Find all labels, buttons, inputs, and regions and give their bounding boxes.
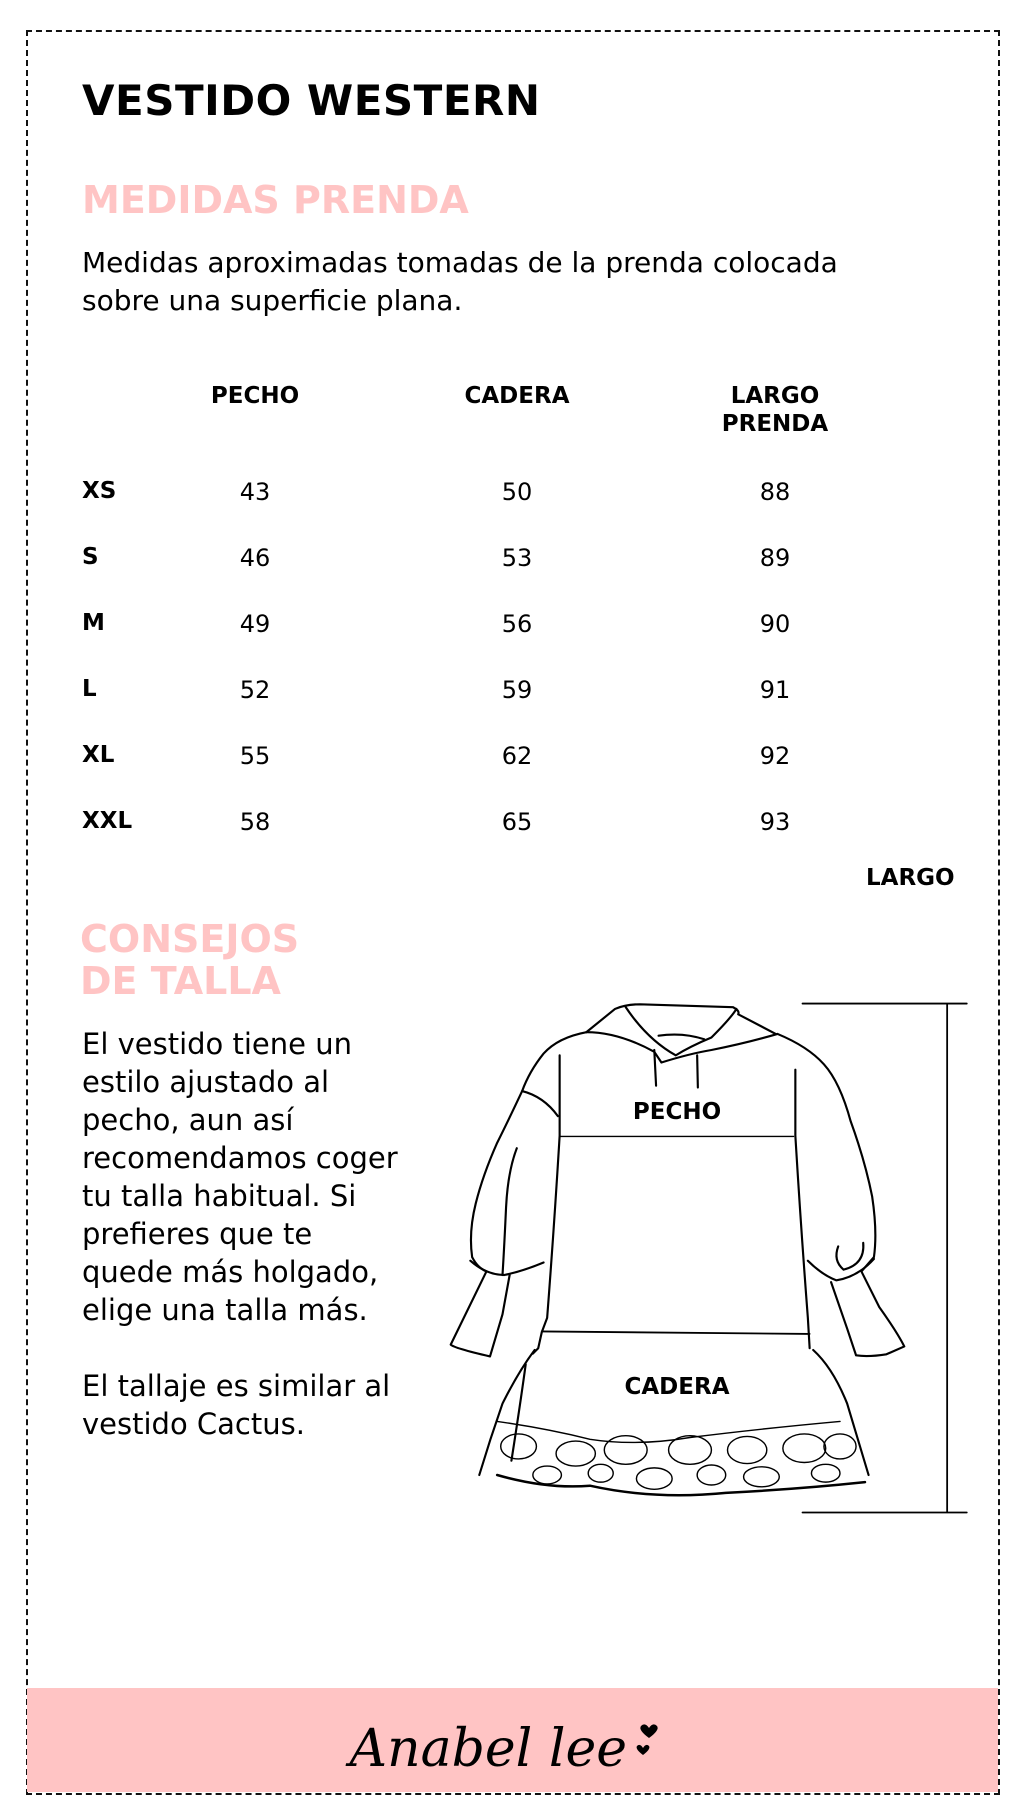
column-header-pecho: PECHO (210, 383, 300, 409)
label-cadera: CADERA (624, 1374, 730, 1400)
table-cell: 65 (501, 808, 533, 836)
tips-paragraph: El vestido tiene un estilo ajustado al p… (82, 1027, 398, 1327)
size-label: XXL (82, 808, 133, 834)
column-header-largo-prenda: LARGO PRENDA (721, 383, 829, 437)
table-cell: 56 (501, 610, 533, 638)
size-label: L (82, 676, 97, 702)
size-label: M (82, 610, 105, 636)
table-cell: 93 (759, 808, 791, 836)
page-title: VESTIDO WESTERN (82, 76, 541, 125)
size-label: XS (82, 478, 117, 504)
label-pecho: PECHO (632, 1099, 722, 1125)
table-cell: 59 (501, 676, 533, 704)
table-cell: 89 (759, 544, 791, 572)
brand-logo: Anabel lee (346, 1719, 658, 1779)
table-cell: 62 (501, 742, 533, 770)
table-cell: 90 (759, 610, 791, 638)
tips-paragraph-similar: El tallaje es similar al vestido Cactus. (82, 1369, 391, 1441)
tips-heading-line2: DE TALLA (80, 959, 281, 1003)
label-largo: LARGO (866, 865, 955, 891)
table-cell: 49 (239, 610, 271, 638)
table-cell: 43 (239, 478, 271, 506)
table-cell: 91 (759, 676, 791, 704)
table-cell: 92 (759, 742, 791, 770)
measurements-heading: MEDIDAS PRENDA (82, 178, 469, 222)
dress-illustration (449, 1002, 968, 1514)
tips-heading: CONSEJOS DE TALLA (80, 918, 299, 1002)
size-label: XL (82, 742, 115, 768)
table-cell: 52 (239, 676, 271, 704)
heart-icon (640, 1724, 658, 1738)
column-header-cadera: CADERA (464, 383, 570, 409)
table-cell: 55 (239, 742, 271, 770)
table-cell: 50 (501, 478, 533, 506)
table-cell: 53 (501, 544, 533, 572)
tips-text: El vestido tiene un estilo ajustado al p… (82, 1025, 412, 1443)
measurements-description: Medidas aproximadas tomadas de la prenda… (82, 246, 838, 317)
table-cell: 88 (759, 478, 791, 506)
table-cell: 58 (239, 808, 271, 836)
table-cell: 46 (239, 544, 271, 572)
size-label: S (82, 544, 99, 570)
tips-heading-line1: CONSEJOS (80, 917, 300, 961)
footer-banner: Anabel lee (27, 1688, 998, 1792)
brand-logo-text: Anabel lee (346, 1719, 627, 1779)
heart-icon-small (636, 1744, 650, 1755)
dashed-border (26, 30, 1000, 1795)
